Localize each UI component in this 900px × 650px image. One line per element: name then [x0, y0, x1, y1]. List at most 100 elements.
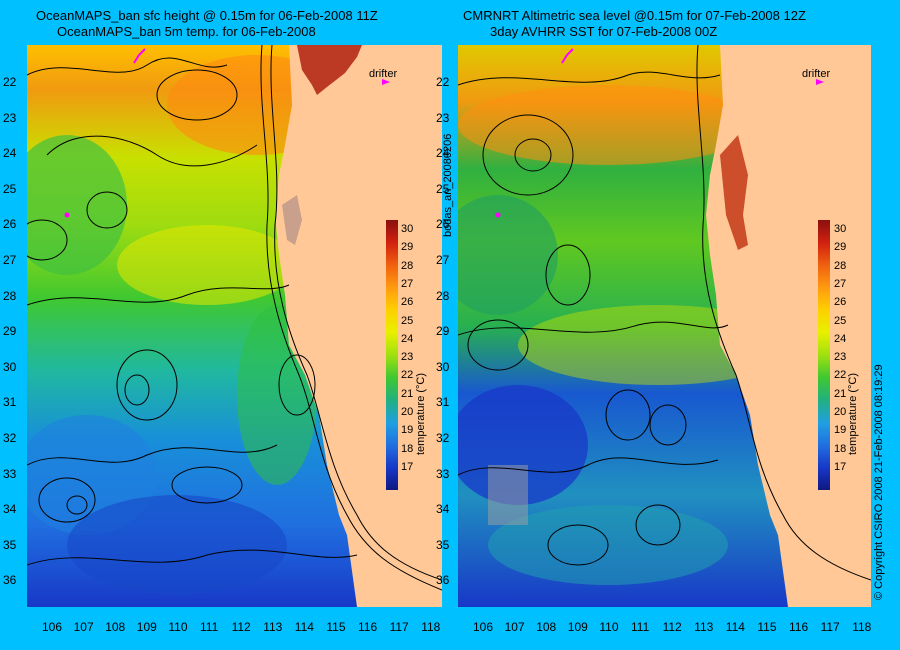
colorbar-tick-label: 28 — [834, 259, 847, 272]
right-drifter-track — [561, 48, 574, 64]
colorbar-tick-label: 22 — [834, 369, 847, 382]
colorbar-tick-label: 29 — [401, 241, 414, 254]
right-map-panel[interactable]: drifter 30 29 28 27 26 25 24 23 22 21 20 19 18 17 tem… — [458, 45, 871, 607]
colorbar-tick-label: 27 — [401, 277, 414, 290]
x-tick-label: 116 — [358, 620, 378, 634]
colorbar-tick-label: 21 — [834, 387, 847, 400]
x-tick-label: 110 — [599, 620, 619, 634]
colorbar-tick-label: 26 — [834, 296, 847, 309]
y-tick-label: 28 — [3, 288, 17, 303]
y-tick-label: 29 — [3, 324, 17, 339]
left-sst-map — [27, 45, 442, 607]
colorbar-tick-label: 24 — [834, 332, 847, 345]
y-tick-label: 33 — [3, 466, 17, 481]
y-tick-label: 29 — [436, 324, 450, 339]
copyright-label: © Copyright CSIRO 2008 21-Feb-2008 08:19… — [873, 364, 885, 600]
y-tick-label: 30 — [436, 359, 450, 374]
left-drifter-label: drifter — [369, 68, 398, 80]
x-tick-label: 118 — [421, 620, 441, 634]
y-tick-label: 24 — [436, 146, 450, 161]
colorbar-tick-label: 23 — [401, 351, 414, 364]
colorbar-tick-label: 27 — [834, 277, 847, 290]
colorbar-tick-label: 19 — [834, 424, 847, 437]
x-tick-label: 115 — [326, 620, 346, 634]
y-tick-label: 33 — [436, 466, 450, 481]
right-sst-map — [458, 45, 871, 607]
left-title-line2: OceanMAPS_ban 5m temp. for 06-Feb-2008 — [57, 24, 316, 39]
colorbar-tick-label: 20 — [834, 406, 847, 418]
colorbar-tick-label: 21 — [401, 387, 414, 400]
y-tick-label: 34 — [3, 502, 17, 517]
y-tick-label: 27 — [436, 253, 450, 267]
y-tick-label: 31 — [436, 395, 450, 410]
x-tick-label: 116 — [789, 620, 809, 634]
x-tick-label: 112 — [662, 620, 682, 634]
y-tick-label: 25 — [3, 181, 17, 196]
colorbar-tick-label: 25 — [834, 314, 847, 327]
y-tick-label: 32 — [3, 431, 17, 445]
y-tick-label: 24 — [3, 146, 17, 161]
left-drifter-track — [133, 48, 146, 64]
x-tick-label: 107 — [73, 620, 94, 634]
y-tick-label: 30 — [3, 359, 17, 374]
left-title-line1: OceanMAPS_ban sfc height @ 0.15m for 06-… — [36, 8, 378, 23]
y-tick-label: 34 — [436, 502, 450, 517]
colorbar-tick-label: 30 — [401, 223, 414, 235]
left-colorbar-label: temperature (°C) — [415, 372, 427, 455]
x-tick-label: 109 — [136, 620, 157, 634]
x-tick-label: 114 — [725, 620, 745, 634]
left-land-mass — [275, 45, 442, 607]
x-tick-label: 106 — [42, 620, 63, 634]
x-tick-label: 111 — [200, 620, 219, 634]
y-tick-label: 36 — [3, 573, 17, 588]
y-tick-label: 23 — [436, 110, 450, 125]
y-tick-label: 32 — [436, 431, 450, 445]
right-title-line2: 3day AVHRR SST for 07-Feb-2008 00Z — [490, 24, 718, 39]
x-tick-label: 113 — [263, 620, 283, 634]
x-tick-label: 114 — [294, 620, 314, 634]
y-tick-label: 28 — [436, 288, 450, 303]
y-tick-label: 31 — [3, 395, 17, 410]
right-title-line1: CMRNRT Altimetric sea level @0.15m for 0… — [463, 8, 806, 23]
left-drifter-legend-marker — [382, 79, 390, 85]
colorbar-tick-label: 24 — [401, 332, 414, 345]
x-tick-label: 117 — [389, 620, 409, 634]
colorbar-tick-label: 30 — [834, 223, 847, 235]
colorbar-tick-label: 23 — [834, 351, 847, 364]
y-tick-label: 35 — [3, 537, 17, 552]
colorbar-tick-label: 17 — [401, 460, 414, 473]
colorbar-tick-label: 28 — [401, 259, 414, 272]
x-tick-label: 109 — [567, 620, 588, 634]
y-tick-label: 23 — [3, 110, 17, 125]
y-tick-label: 26 — [436, 217, 450, 232]
x-tick-label: 118 — [852, 620, 872, 634]
x-tick-label: 115 — [757, 620, 777, 634]
x-tick-label: 107 — [504, 620, 525, 634]
y-tick-label: 26 — [3, 217, 17, 232]
x-tick-label: 108 — [105, 620, 126, 634]
colorbar-tick-label: 29 — [834, 241, 847, 254]
right-drifter-label: drifter — [802, 68, 831, 80]
y-tick-label: 22 — [3, 75, 17, 89]
x-tick-label: 113 — [694, 620, 714, 634]
y-tick-label: 35 — [436, 537, 450, 552]
y-tick-label: 22 — [436, 75, 450, 89]
colorbar-tick-label: 18 — [401, 442, 414, 455]
x-tick-label: 111 — [631, 620, 650, 634]
left-map-panel[interactable]: drifter 30 29 28 27 26 25 24 23 22 21 20 19 18 17 tem… — [27, 45, 442, 607]
colorbar-tick-label: 22 — [401, 369, 414, 382]
right-drifter-legend-marker — [816, 79, 824, 85]
colorbar-tick-label: 26 — [401, 296, 414, 309]
y-tick-label: 36 — [436, 573, 450, 588]
colorbar-tick-label: 18 — [834, 442, 847, 455]
colorbar-tick-label: 19 — [401, 424, 414, 437]
x-tick-label: 112 — [231, 620, 251, 634]
colorbar-tick-label: 25 — [401, 314, 414, 327]
run-id-label: bodas_an_20080206 — [442, 133, 454, 237]
right-colorbar-label: temperature (°C) — [847, 372, 859, 455]
x-tick-label: 106 — [473, 620, 494, 634]
x-tick-label: 110 — [168, 620, 188, 634]
x-tick-label: 117 — [820, 620, 840, 634]
right-colorbar — [818, 220, 830, 490]
colorbar-tick-label: 17 — [834, 460, 847, 473]
